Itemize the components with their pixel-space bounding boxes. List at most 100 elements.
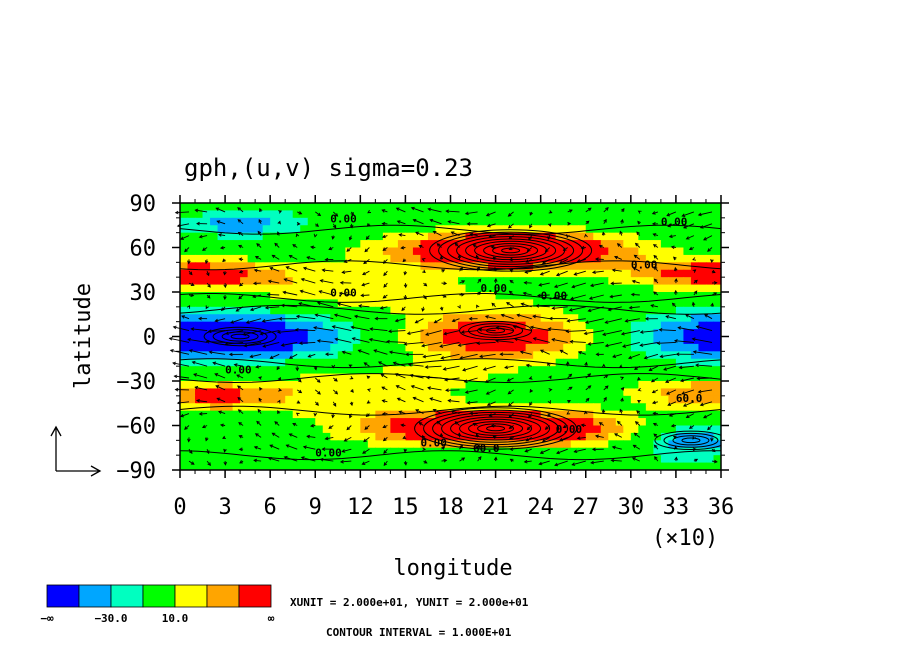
wind-vector bbox=[666, 211, 677, 217]
wind-vector bbox=[320, 458, 334, 462]
wind-vector-head bbox=[169, 348, 174, 353]
wind-vector-head bbox=[238, 282, 243, 287]
wind-vector-head bbox=[443, 377, 448, 382]
wind-vector-head bbox=[553, 284, 558, 289]
wind-vector-head bbox=[299, 289, 304, 294]
wind-vector bbox=[621, 330, 640, 335]
wind-vector bbox=[250, 353, 262, 358]
wind-vector bbox=[332, 325, 352, 332]
wind-vector bbox=[378, 361, 388, 367]
wind-vector-head bbox=[634, 421, 639, 425]
wind-vector-head bbox=[688, 425, 693, 429]
wind-vector bbox=[539, 460, 550, 465]
x-tick-label: 21 bbox=[482, 495, 509, 520]
wind-vector-head bbox=[571, 462, 576, 466]
wind-vector-head bbox=[207, 329, 212, 334]
wind-vector-head bbox=[678, 365, 683, 370]
wind-vector-head bbox=[412, 396, 417, 401]
wind-vector-head bbox=[442, 294, 447, 298]
wind-vector-head bbox=[490, 245, 495, 250]
wind-vector bbox=[289, 255, 298, 260]
wind-vector-head bbox=[694, 279, 698, 284]
wind-vector-head bbox=[254, 256, 259, 260]
wind-vector-head bbox=[507, 390, 512, 395]
colorbar-label: −∞ bbox=[40, 612, 54, 625]
wind-vector-head bbox=[674, 278, 678, 282]
wind-vector bbox=[651, 304, 658, 308]
wind-vector-head bbox=[462, 367, 466, 372]
wind-vector-head bbox=[269, 266, 274, 271]
wind-vector-head bbox=[258, 376, 263, 380]
wind-vector-head bbox=[692, 257, 696, 261]
wind-vector-head bbox=[388, 350, 393, 355]
wind-vector-head bbox=[222, 258, 226, 263]
wind-vector bbox=[461, 330, 478, 333]
wind-vector-head bbox=[529, 389, 534, 393]
wind-vector bbox=[230, 318, 244, 324]
wind-vector bbox=[351, 326, 370, 332]
wind-vector-head bbox=[382, 295, 387, 299]
wind-vector-head bbox=[316, 301, 321, 306]
wind-vector-head bbox=[634, 366, 638, 370]
x-tick-label: 24 bbox=[527, 495, 554, 520]
wind-vector-head bbox=[466, 400, 471, 405]
wind-vector bbox=[521, 303, 532, 308]
wind-vector-head bbox=[693, 290, 698, 295]
wind-vector-head bbox=[205, 437, 209, 442]
wind-vector-head bbox=[278, 388, 283, 392]
wind-vector bbox=[508, 401, 514, 407]
wind-vector-head bbox=[194, 385, 199, 390]
wind-vector-head bbox=[317, 212, 322, 217]
contour-line bbox=[486, 425, 506, 432]
wind-vector-head bbox=[381, 386, 386, 390]
contour-line bbox=[468, 421, 524, 436]
wind-vector bbox=[640, 341, 658, 346]
wind-vector-head bbox=[547, 236, 551, 241]
wind-vector-head bbox=[218, 410, 222, 415]
wind-vector-head bbox=[651, 389, 656, 394]
wind-vector bbox=[317, 340, 334, 343]
colorbar-label: 10.0 bbox=[162, 612, 189, 625]
wind-vector bbox=[617, 421, 623, 426]
wind-vector-head bbox=[317, 391, 321, 395]
wind-vector-head bbox=[653, 266, 658, 271]
reference-vector-icon bbox=[50, 425, 102, 477]
wind-vector-head bbox=[425, 375, 430, 380]
wind-vector bbox=[281, 304, 298, 308]
wind-vector-head bbox=[271, 432, 276, 437]
wind-vector bbox=[545, 247, 551, 252]
wind-vector bbox=[629, 306, 640, 309]
wind-vector bbox=[325, 436, 334, 440]
wind-vector-head bbox=[282, 290, 287, 295]
wind-vector-head bbox=[508, 436, 513, 440]
wind-vector-head bbox=[620, 376, 625, 381]
wind-vector-head bbox=[300, 277, 305, 282]
contour-label: 0.00 bbox=[315, 447, 342, 460]
wind-vector-head bbox=[516, 313, 521, 318]
colorbar-swatch bbox=[142, 584, 176, 608]
wind-vector bbox=[386, 341, 406, 343]
wind-vector-head bbox=[520, 302, 525, 307]
wind-vector bbox=[567, 318, 586, 322]
wind-vector-head bbox=[523, 459, 528, 464]
wind-vector bbox=[346, 425, 352, 430]
wind-vector-head bbox=[539, 349, 544, 353]
wind-vector-head bbox=[576, 436, 581, 440]
wind-vector-head bbox=[315, 402, 319, 406]
wind-vector-head bbox=[587, 207, 592, 212]
wind-vector-head bbox=[697, 212, 702, 217]
wind-vector-head bbox=[493, 278, 498, 282]
wind-vector bbox=[299, 341, 316, 344]
wind-vector-head bbox=[538, 461, 543, 466]
wind-vector bbox=[454, 421, 460, 426]
wind-vector-head bbox=[451, 318, 456, 323]
wind-vector bbox=[666, 389, 677, 395]
wind-vector-head bbox=[381, 412, 386, 416]
wind-vector bbox=[682, 211, 695, 217]
wind-vector-head bbox=[253, 445, 258, 450]
wind-vector-head bbox=[551, 306, 556, 310]
wind-vector bbox=[585, 385, 591, 391]
wind-vector-head bbox=[707, 248, 711, 252]
wind-vector bbox=[238, 232, 244, 236]
wind-vector-head bbox=[699, 402, 704, 407]
